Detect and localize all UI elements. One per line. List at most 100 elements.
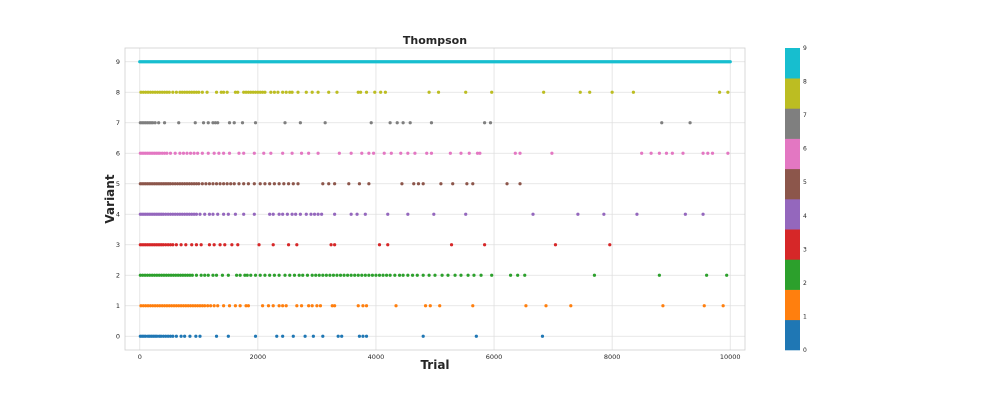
data-point	[233, 90, 238, 94]
data-point	[297, 273, 301, 277]
data-point	[194, 334, 198, 338]
data-point	[249, 273, 253, 277]
data-point	[243, 273, 247, 277]
data-point	[363, 212, 367, 216]
data-point	[269, 90, 273, 94]
data-point	[276, 90, 280, 94]
data-point	[381, 273, 385, 277]
data-point	[200, 90, 204, 94]
data-point	[474, 334, 478, 338]
colorbar-segment	[785, 138, 800, 170]
data-point	[316, 151, 320, 155]
data-point	[286, 243, 291, 247]
y-tick-label: 1	[116, 302, 120, 310]
data-point	[192, 212, 196, 216]
data-point	[183, 212, 187, 216]
data-point	[162, 90, 167, 94]
data-point	[513, 151, 517, 155]
data-point	[433, 273, 437, 277]
data-point	[190, 182, 194, 186]
data-point	[382, 151, 386, 155]
data-point	[185, 151, 189, 155]
data-point	[379, 90, 383, 94]
data-point	[283, 273, 287, 277]
data-point	[214, 182, 219, 186]
data-point	[490, 273, 494, 277]
data-point	[225, 182, 229, 186]
data-point	[518, 151, 522, 155]
data-point	[310, 273, 314, 277]
data-point	[162, 151, 167, 155]
data-point	[144, 334, 148, 338]
data-point	[171, 212, 175, 216]
y-tick-label: 6	[116, 150, 120, 158]
data-point	[227, 304, 232, 308]
data-point	[258, 273, 262, 277]
data-point	[321, 273, 325, 277]
data-point	[661, 304, 665, 308]
data-point	[211, 212, 215, 216]
data-point	[304, 90, 308, 94]
x-axis-ticks: 0 2000 4000 6000 8000 10000	[138, 353, 741, 361]
data-point	[406, 212, 410, 216]
data-point	[155, 334, 159, 338]
data-point	[540, 334, 545, 338]
data-point	[150, 273, 154, 277]
data-point	[227, 121, 232, 125]
data-point	[309, 212, 313, 216]
data-point	[168, 151, 173, 155]
data-point	[246, 90, 251, 94]
data-point	[188, 151, 193, 155]
data-point	[383, 90, 387, 94]
data-point	[338, 273, 343, 277]
data-point	[226, 212, 230, 216]
data-point	[384, 273, 389, 277]
data-point	[263, 273, 267, 277]
data-point	[205, 90, 209, 94]
data-point	[198, 334, 202, 338]
data-point	[213, 121, 217, 125]
data-point	[165, 90, 169, 94]
x-tick-label: 10000	[720, 353, 741, 361]
data-point	[143, 273, 147, 277]
data-point	[203, 273, 207, 277]
data-point	[327, 90, 331, 94]
data-point	[198, 304, 202, 308]
y-tick-label: 3	[116, 241, 120, 249]
data-point	[393, 273, 397, 277]
data-point	[168, 334, 173, 338]
data-point	[188, 273, 192, 277]
data-point	[478, 151, 482, 155]
data-point	[291, 182, 295, 186]
data-point	[258, 182, 262, 186]
data-point	[196, 151, 200, 155]
data-point	[466, 273, 470, 277]
data-point	[190, 90, 194, 94]
data-point	[162, 304, 167, 308]
colorbar-tick-label: 4	[803, 213, 807, 220]
chart-title: Thompson	[403, 34, 467, 47]
data-point	[249, 90, 253, 94]
data-point	[171, 90, 175, 94]
data-point	[216, 212, 220, 216]
data-point	[285, 212, 289, 216]
data-point	[174, 304, 178, 308]
x-tick-label: 0	[138, 353, 142, 361]
data-point	[281, 334, 285, 338]
data-point	[371, 151, 376, 155]
data-point	[705, 273, 709, 277]
data-point	[725, 273, 729, 277]
data-point	[467, 151, 471, 155]
data-point	[342, 273, 346, 277]
data-point	[161, 212, 165, 216]
data-point	[361, 334, 365, 338]
data-point	[153, 90, 157, 94]
data-point	[246, 304, 251, 308]
data-point	[185, 212, 189, 216]
data-point	[726, 151, 730, 155]
data-point	[169, 273, 173, 277]
data-point	[222, 151, 226, 155]
data-point	[367, 273, 371, 277]
data-point	[321, 182, 325, 186]
data-point	[449, 243, 454, 247]
